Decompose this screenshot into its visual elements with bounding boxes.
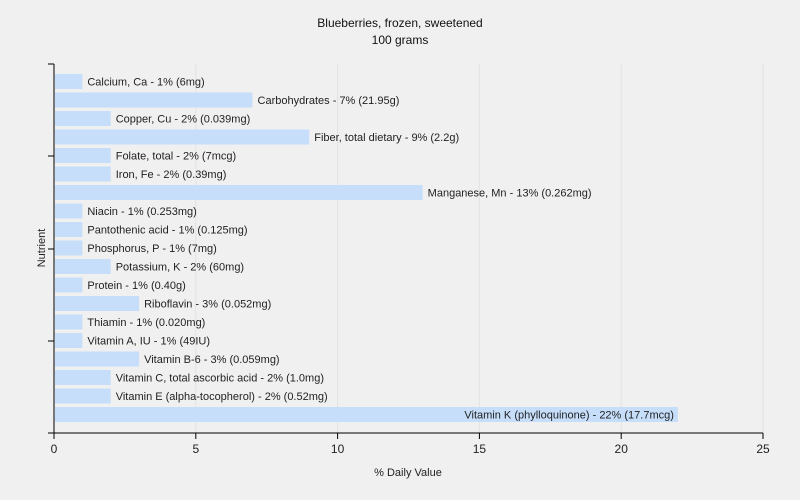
bar-label: Pantothenic acid - 1% (0.125mg) [87,225,247,237]
x-axis-title: % Daily Value [374,467,442,479]
bar-label: Calcium, Ca - 1% (6mg) [87,77,204,89]
x-axis-ticks: 0 5 10 15 20 25 [51,433,770,456]
bars-group: Calcium, Ca - 1% (6mg) Carbohydrates - 7%… [55,74,678,422]
bar-label: Phosphorus, P - 1% (7mg) [87,243,216,255]
bar-label: Carbohydrates - 7% (21.95g) [258,95,400,107]
bar [55,203,83,219]
bar [55,333,83,348]
x-tick-label: 5 [192,442,199,456]
bar [55,129,310,145]
bar [55,370,111,385]
x-tick-label: 0 [51,442,58,456]
bar-label: Fiber, total dietary - 9% (2.2g) [314,132,459,144]
bar [55,185,423,200]
bar-label: Manganese, Mn - 13% (0.262mg) [428,188,592,200]
bar [55,148,111,163]
bar-label: Copper, Cu - 2% (0.039mg) [116,114,251,126]
bar [55,388,111,404]
bar [55,111,111,126]
bar [55,296,140,311]
bar-label: Vitamin E (alpha-tocopherol) - 2% (0.52m… [116,391,328,403]
bar-label: Protein - 1% (0.40g) [87,280,185,292]
bar-label: Vitamin K (phylloquinone) - 22% (17.7mcg… [464,410,674,422]
bar-label: Vitamin A, IU - 1% (49IU) [87,336,210,348]
bar [55,407,678,422]
chart-title: Blueberries, frozen, sweetened [317,16,482,30]
bar-label: Folate, total - 2% (7mcg) [116,151,236,163]
x-tick-label: 15 [473,442,487,456]
bar [55,259,111,274]
bar-label: Potassium, K - 2% (60mg) [116,262,244,274]
bar [55,277,83,293]
bar-label: Vitamin C, total ascorbic acid - 2% (1.0… [116,373,324,385]
bar [55,166,111,182]
bar-label: Thiamin - 1% (0.020mg) [87,317,205,329]
bar-label: Riboflavin - 3% (0.052mg) [144,299,271,311]
bar-label: Iron, Fe - 2% (0.39mg) [116,169,227,181]
x-tick-label: 25 [756,442,770,456]
x-tick-label: 10 [331,442,345,456]
y-axis-title: Nutrient [36,229,48,268]
bar [55,92,253,108]
bar [55,74,83,89]
bar [55,351,140,367]
bar [55,314,83,330]
axes [48,63,763,434]
bar [55,240,83,256]
bar-label: Vitamin B-6 - 3% (0.059mg) [144,354,280,366]
x-tick-label: 20 [615,442,629,456]
grid-lines [195,64,764,433]
chart-subtitle: 100 grams [372,33,429,47]
bar [55,222,83,237]
bar-label: Niacin - 1% (0.253mg) [87,206,196,218]
